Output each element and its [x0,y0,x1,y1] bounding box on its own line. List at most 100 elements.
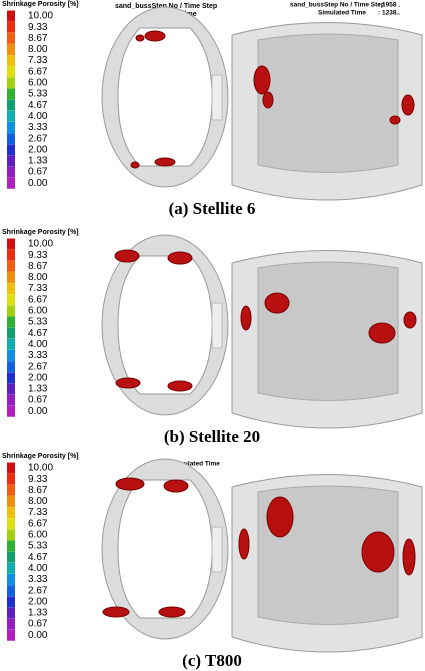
color-swatch [7,155,15,166]
color-swatch [7,339,15,350]
legend-label: 3.33 [28,574,48,585]
legend-label: 4.67 [28,100,48,111]
legend-label: 4.00 [28,563,48,574]
header-text: : 1958 . [378,2,400,9]
color-swatch [7,350,15,361]
legend-title: Shrinkage Porosity [%] [2,1,79,8]
defect [131,162,139,168]
color-swatch [7,178,15,189]
color-swatch [7,22,15,33]
legend-label: 2.00 [28,596,48,607]
defect [403,539,415,575]
legend-label: 6.00 [28,78,48,89]
defect [402,95,414,115]
color-swatch [7,294,15,305]
panel: Shrinkage Porosity [%]10.009.338.678.007… [2,229,422,468]
legend-label: 9.33 [28,250,48,261]
legend-label: 7.33 [28,507,48,518]
color-swatch [7,474,15,485]
legend-label: 10.00 [28,463,53,474]
ring-flat [212,303,222,348]
legend-label: 8.67 [28,485,48,496]
legend-label: 8.00 [28,496,48,507]
legend-label: 8.00 [28,272,48,283]
legend-label: 2.67 [28,361,48,372]
panel: Shrinkage Porosity [%]10.009.338.678.007… [2,1,422,218]
legend-label: 7.33 [28,283,48,294]
ring-inner [118,28,212,166]
header-text: Simulated Time [318,10,366,17]
defect [116,478,144,490]
defect [168,252,192,264]
legend-label: 0.67 [28,167,48,178]
legend-label: 1.33 [28,384,48,395]
defect [390,116,400,124]
color-swatch [7,250,15,261]
defect [103,607,129,617]
defect [267,497,293,537]
color-swatch [7,596,15,607]
legend-label: 9.33 [28,474,48,485]
legend-label: 8.00 [28,44,48,55]
legend-label: 6.67 [28,294,48,305]
legend-label: 7.33 [28,55,48,66]
header-text: : 1238.. [378,10,400,17]
legend-label: 0.00 [28,178,48,189]
legend-label: 6.67 [28,66,48,77]
defect [168,381,192,391]
ring-flat [212,527,222,572]
color-swatch [7,111,15,122]
defect [145,31,165,41]
color-swatch [7,44,15,55]
color-swatch [7,89,15,100]
color-swatch [7,361,15,372]
legend-label: 4.67 [28,552,48,563]
ring-flat [212,75,222,120]
legend-label: 9.33 [28,22,48,33]
color-swatch [7,11,15,22]
color-swatch [7,507,15,518]
ring-inner [118,480,212,618]
color-swatch [7,283,15,294]
color-swatch [7,261,15,272]
legend-label: 8.67 [28,33,48,44]
defect [116,378,140,388]
legend-label: 0.67 [28,619,48,630]
color-swatch [7,585,15,596]
panel: Shrinkage Porosity [%] 10.009.338.678.007… [2,453,422,670]
color-swatch [7,529,15,540]
legend-label: 4.67 [28,328,48,339]
legend-label: 6.00 [28,530,48,541]
legend-label: 5.33 [28,541,48,552]
color-swatch [7,372,15,383]
color-swatch [7,563,15,574]
header-text: sand_bussStep No / Time Step [290,2,385,9]
legend-label: 5.33 [28,89,48,100]
defect [115,250,139,262]
color-swatch [7,100,15,111]
color-swatch [7,122,15,133]
legend-label: 2.00 [28,144,48,155]
legend-label: 6.67 [28,518,48,529]
defect [369,323,395,343]
defect [404,312,416,328]
legend-label: 1.33 [28,608,48,619]
defect [254,66,270,94]
defect [164,480,188,492]
color-swatch [7,167,15,178]
color-swatch [7,317,15,328]
color-swatch [7,574,15,585]
ring-inner [118,256,212,394]
legend-label: 2.00 [28,372,48,383]
legend-label: 1.33 [28,156,48,167]
legend-title: Shrinkage Porosity [%] [2,453,79,460]
caption: (c) T800 [182,651,242,670]
color-swatch [7,66,15,77]
legend-label: 0.67 [28,395,48,406]
color-swatch [7,305,15,316]
color-swatch [7,541,15,552]
defect [159,607,185,617]
color-swatch [7,328,15,339]
color-swatch [7,406,15,417]
cylinder-inner [258,34,398,173]
